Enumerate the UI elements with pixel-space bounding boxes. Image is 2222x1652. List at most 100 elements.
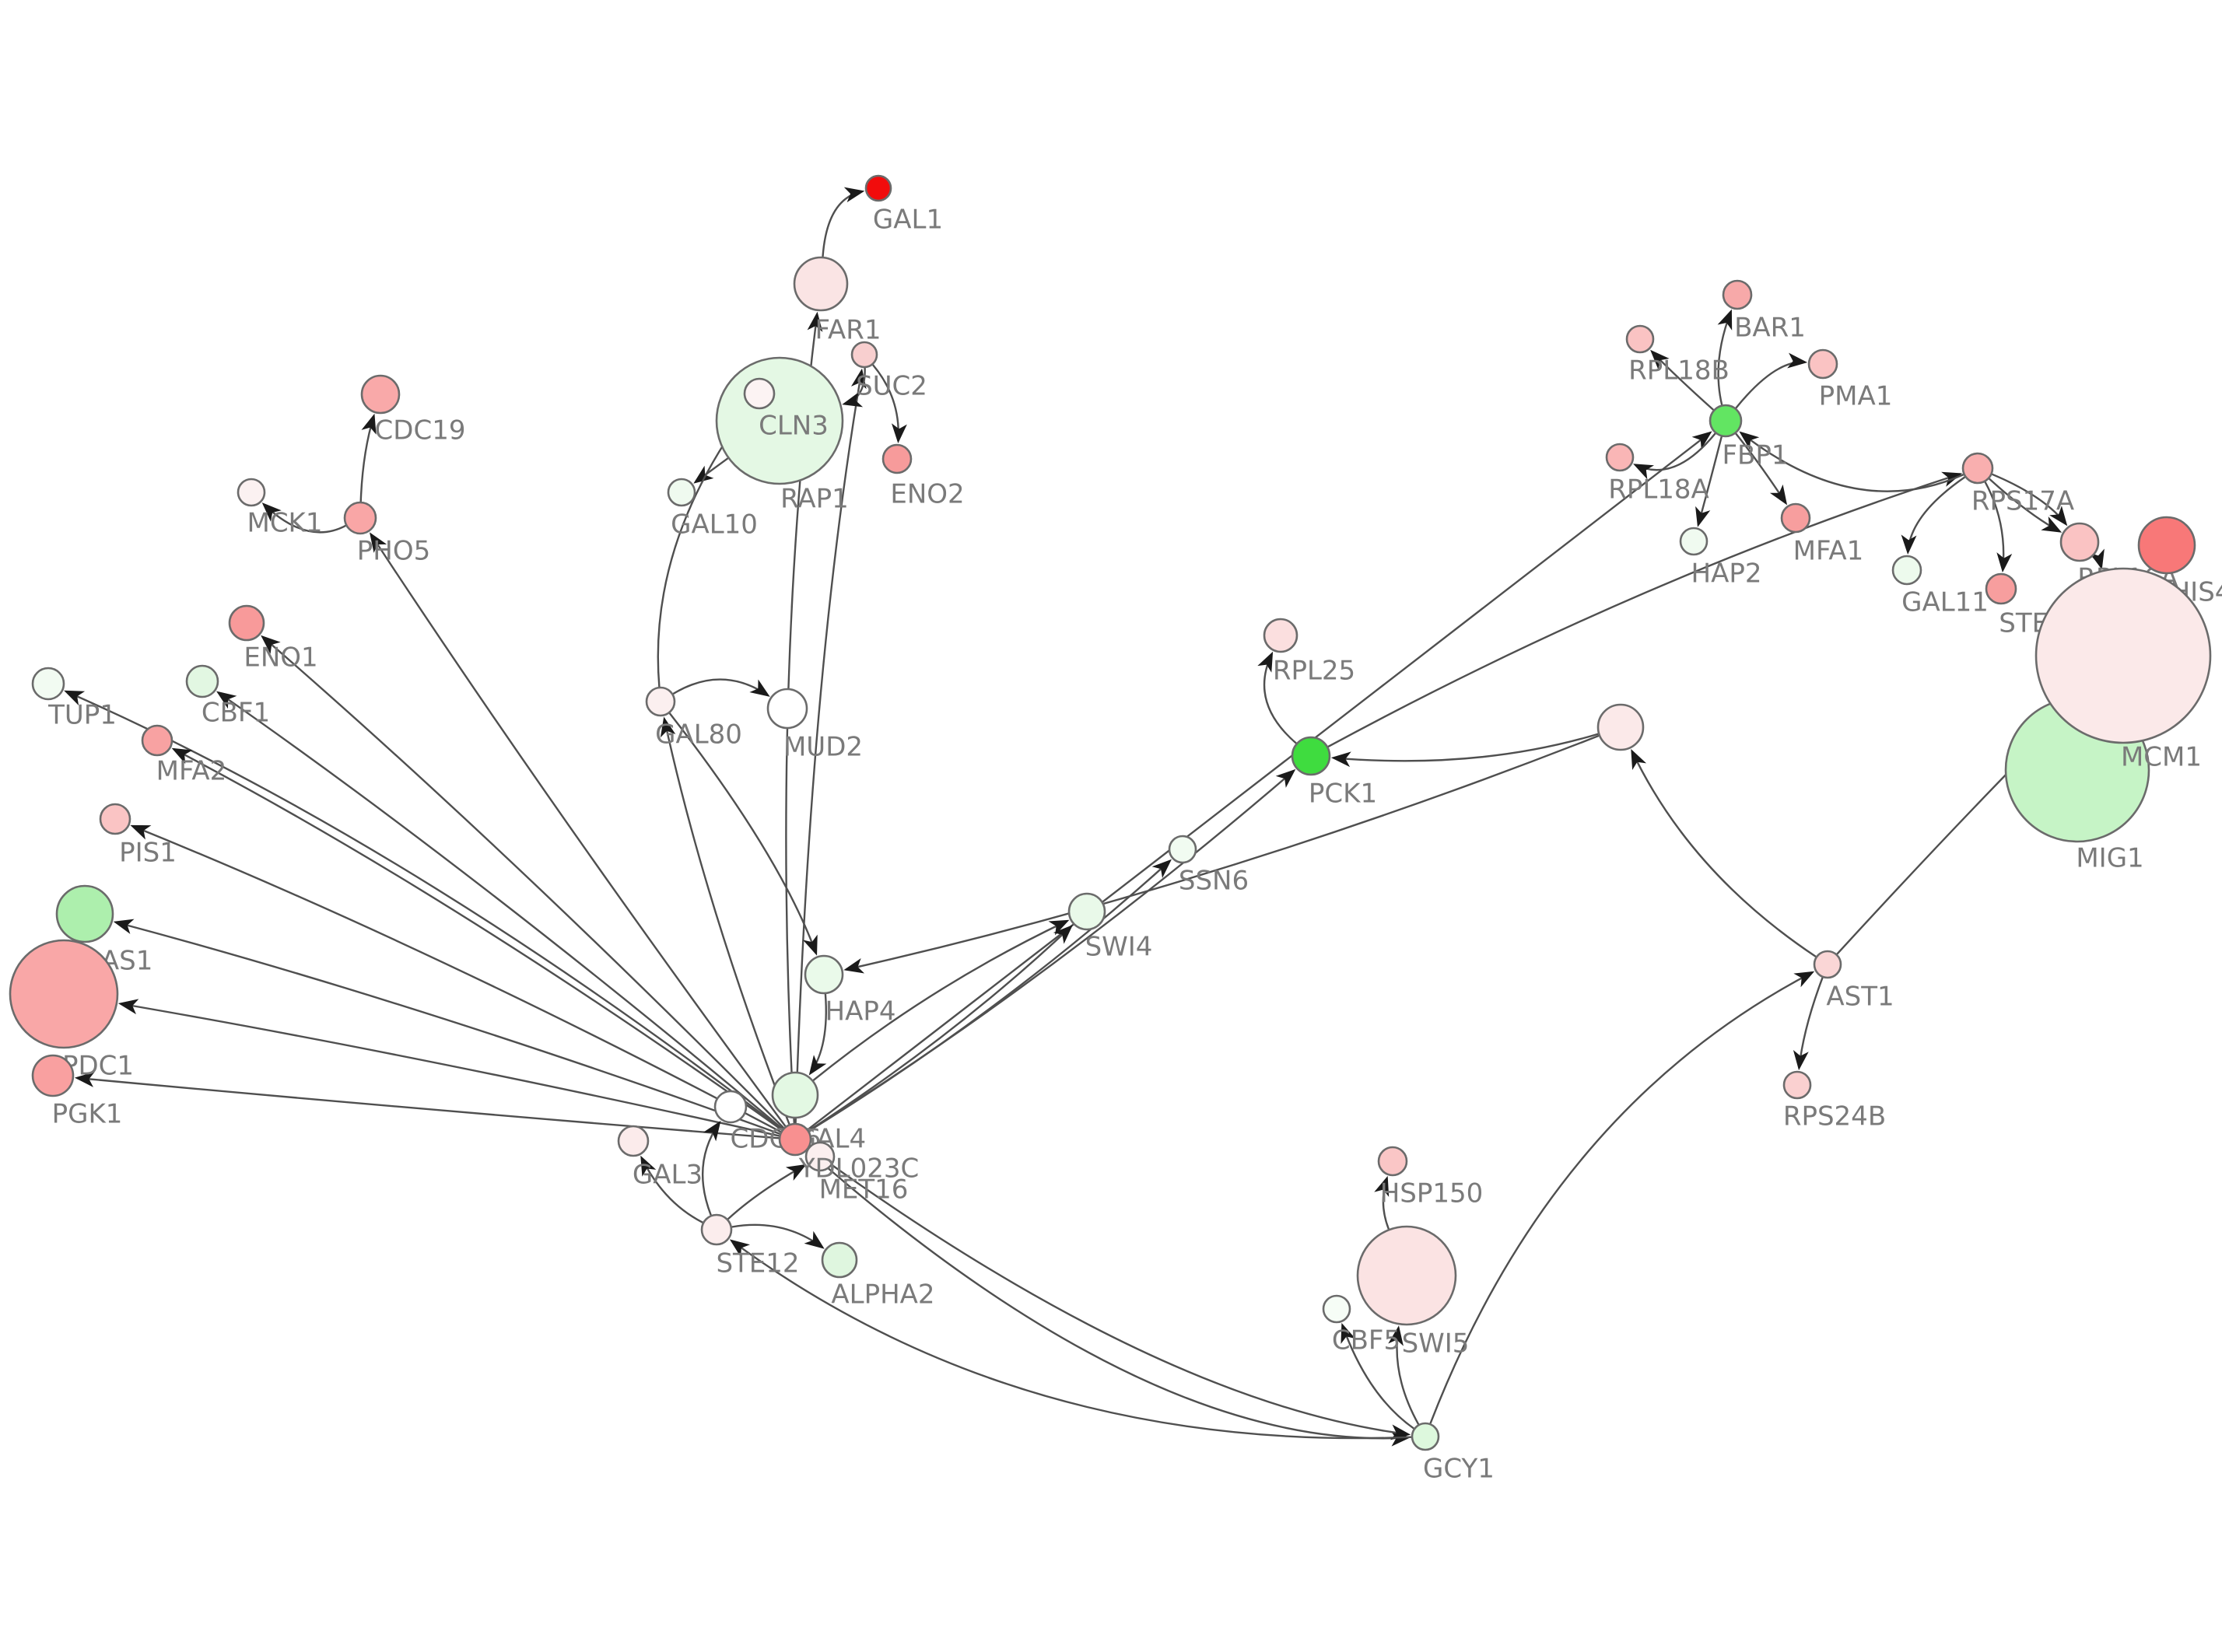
node-hap4[interactable]	[804, 954, 844, 995]
node-gal80[interactable]	[645, 686, 676, 717]
node-alpha2[interactable]	[821, 1241, 858, 1279]
node-rpl16a[interactable]	[2059, 522, 2100, 562]
edge-ydl023c-cbf1[interactable]	[216, 691, 783, 1130]
edge-met16-gcy1[interactable]	[831, 1164, 1411, 1440]
edge-ydl023c-gcy1[interactable]	[807, 1149, 1411, 1447]
edge-ydl023c-fbp1[interactable]	[807, 431, 1712, 1131]
node-ydl023c[interactable]	[778, 1122, 812, 1157]
node-met16[interactable]	[804, 1141, 836, 1172]
edge-fbp1-mfa1[interactable]	[1735, 432, 1788, 506]
edge-unnamed-pck1[interactable]	[1330, 733, 1599, 768]
edge-suc2-rap1[interactable]	[842, 367, 866, 408]
node-pis1[interactable]	[99, 803, 131, 835]
node-cbf5[interactable]	[1322, 1294, 1351, 1324]
edge-ydl023c-ras1[interactable]	[113, 919, 780, 1135]
node-eno2[interactable]	[881, 443, 913, 474]
node-hap2[interactable]	[1679, 527, 1709, 556]
edge-ydl023c-pgk1[interactable]	[74, 1072, 780, 1139]
edge-rps17a-rpl16a[interactable]	[1988, 478, 2063, 533]
edge-pho5-mck1[interactable]	[261, 502, 346, 534]
edge-ast1-unnamed[interactable]	[1631, 748, 1817, 957]
node-eno1[interactable]	[228, 604, 265, 642]
node-gal11[interactable]	[1891, 555, 1922, 586]
edge-ast1-rps24b[interactable]	[1793, 977, 1824, 1071]
node-cbf1[interactable]	[185, 664, 219, 698]
node-mcm1[interactable]	[2034, 567, 2212, 744]
edge-gcy1-cbf5[interactable]	[1341, 1322, 1414, 1430]
node-ras1[interactable]	[55, 884, 114, 943]
node-rps24b[interactable]	[1782, 1070, 1812, 1100]
node-unnamed[interactable]	[1596, 703, 1645, 751]
edge-gal4-swi4[interactable]	[812, 919, 1070, 1082]
node-bar1[interactable]	[1722, 279, 1753, 310]
node-pgk1[interactable]	[31, 1054, 75, 1097]
node-gal10[interactable]	[667, 478, 696, 507]
edge-hap4-gal4[interactable]	[808, 993, 827, 1076]
node-rpl18b[interactable]	[1625, 324, 1655, 354]
edge-gal80-hap4[interactable]	[668, 712, 818, 956]
edge-ydl023c-pck1[interactable]	[808, 768, 1296, 1132]
edge-ydl023c-suc2[interactable]	[794, 368, 867, 1124]
node-suc2[interactable]	[850, 341, 878, 369]
node-pdc1[interactable]	[9, 939, 119, 1049]
edge-ste12-gal3[interactable]	[640, 1155, 703, 1223]
node-ast1[interactable]	[1813, 950, 1842, 979]
edge-rpl16a-mcm1[interactable]	[2089, 548, 2105, 570]
edge-gcy1-ste12[interactable]	[729, 1239, 1412, 1440]
edge-pho5-cdc19[interactable]	[359, 413, 377, 502]
node-tup1[interactable]	[31, 667, 65, 701]
edge-ydl023c-pho5[interactable]	[370, 532, 787, 1127]
node-gal1[interactable]	[864, 174, 892, 202]
edge-ste12-met16[interactable]	[727, 1164, 807, 1220]
node-pma1[interactable]	[1807, 348, 1838, 380]
edge-ste12-alpha2[interactable]	[731, 1223, 825, 1249]
edge-fbp1-pma1[interactable]	[1735, 352, 1808, 409]
node-pho5[interactable]	[343, 501, 377, 535]
edge-ydl023c-swi4[interactable]	[808, 925, 1073, 1132]
node-swi5[interactable]	[1356, 1225, 1457, 1326]
node-mud2[interactable]	[766, 688, 808, 730]
node-cln3[interactable]	[743, 377, 776, 410]
edge-rps17a-ste2[interactable]	[1984, 481, 2013, 573]
node-rps17a[interactable]	[1961, 452, 1994, 485]
edge-fbp1-rpl18b[interactable]	[1650, 349, 1715, 411]
node-cdc36[interactable]	[713, 1090, 748, 1124]
node-mfa1[interactable]	[1780, 502, 1811, 534]
node-rpl18a[interactable]	[1605, 443, 1635, 472]
node-mck1[interactable]	[237, 478, 266, 507]
edge-fbp1-bar1[interactable]	[1717, 309, 1733, 405]
edge-ydl023c-eno1[interactable]	[261, 635, 785, 1129]
node-swi4[interactable]	[1067, 892, 1106, 931]
node-gcy1[interactable]	[1411, 1422, 1440, 1451]
edge-unnamed-hap4[interactable]	[843, 734, 1600, 974]
node-rpl25[interactable]	[1263, 618, 1299, 653]
edge-pck1-rps17a[interactable]	[1327, 471, 1963, 748]
edge-ydl023c-pdc1[interactable]	[117, 999, 780, 1137]
node-fbp1[interactable]	[1709, 404, 1743, 438]
node-mfa2[interactable]	[141, 724, 173, 757]
edge-ydl023c-mfa2[interactable]	[171, 747, 783, 1131]
edge-ydl023c-pis1[interactable]	[130, 824, 781, 1133]
node-ste12[interactable]	[700, 1213, 733, 1246]
edge-gcy1-swi5[interactable]	[1388, 1325, 1420, 1425]
edge-fbp1-hap2[interactable]	[1695, 436, 1723, 527]
edge-pck1-rpl25[interactable]	[1257, 651, 1297, 744]
edge-fbp1-rpl18a[interactable]	[1633, 432, 1716, 480]
node-ste2[interactable]	[1985, 572, 2017, 605]
node-cdc19[interactable]	[360, 374, 401, 415]
edge-swi5-hsp150[interactable]	[1374, 1175, 1390, 1230]
node-gal3[interactable]	[617, 1125, 650, 1157]
edge-rap1-gal10[interactable]	[693, 457, 729, 484]
node-ssn6[interactable]	[1168, 835, 1197, 864]
edge-rps17a-fbp1[interactable]	[1739, 431, 1964, 492]
node-far1[interactable]	[793, 256, 849, 312]
edge-gcy1-ast1[interactable]	[1429, 971, 1815, 1424]
edge-rps17a-gal11[interactable]	[1901, 476, 1966, 555]
edge-ste12-cdc36[interactable]	[701, 1121, 721, 1216]
edge-suc2-eno2[interactable]	[871, 364, 907, 444]
node-gal4[interactable]	[771, 1071, 819, 1119]
node-pck1[interactable]	[1291, 736, 1331, 776]
edge-ydl023c-gal80[interactable]	[660, 716, 790, 1125]
node-his4[interactable]	[2137, 516, 2196, 575]
